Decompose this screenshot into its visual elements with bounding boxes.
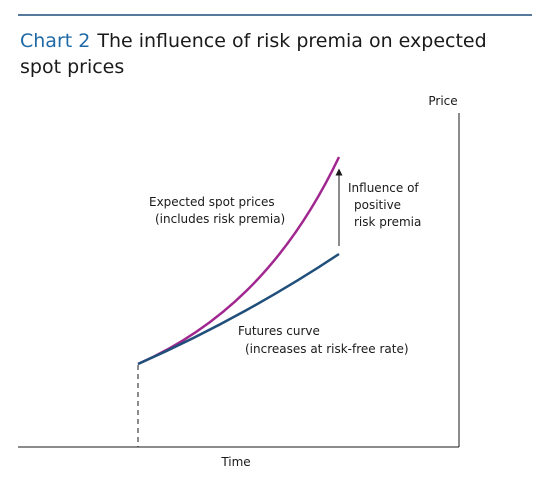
series-line-futures-curve [137,252,340,366]
series-label-futures-curve-line-1: Futures curve [238,324,320,338]
series-label-futures-curve: Futures curve (increases at risk-free ra… [238,324,409,356]
series-label-expected-spot-prices-line-1: Expected spot prices [149,195,275,209]
annotation-line-2: positive [354,198,401,212]
annotation-line-1: Influence of [348,181,419,195]
series-label-expected-spot-prices: Expected spot prices (includes risk prem… [149,195,285,226]
y-axis-label: Price [428,94,457,108]
chart-title: Chart 2 The influence of risk premia on e… [20,30,487,52]
annotation-line-3: risk premia [354,215,421,229]
series-label-futures-curve-line-2: (increases at risk-free rate) [245,342,409,356]
chart-number: Chart 2 [20,30,90,52]
annotation-risk-premia: Influence of positive risk premia [348,181,423,229]
chart-title-line-1: The influence of risk premia on expected [96,30,486,52]
x-axis-label: Time [220,455,250,469]
series-label-expected-spot-prices-line-2: (includes risk premia) [155,212,285,226]
chart-title-line-2: spot prices [20,56,124,78]
